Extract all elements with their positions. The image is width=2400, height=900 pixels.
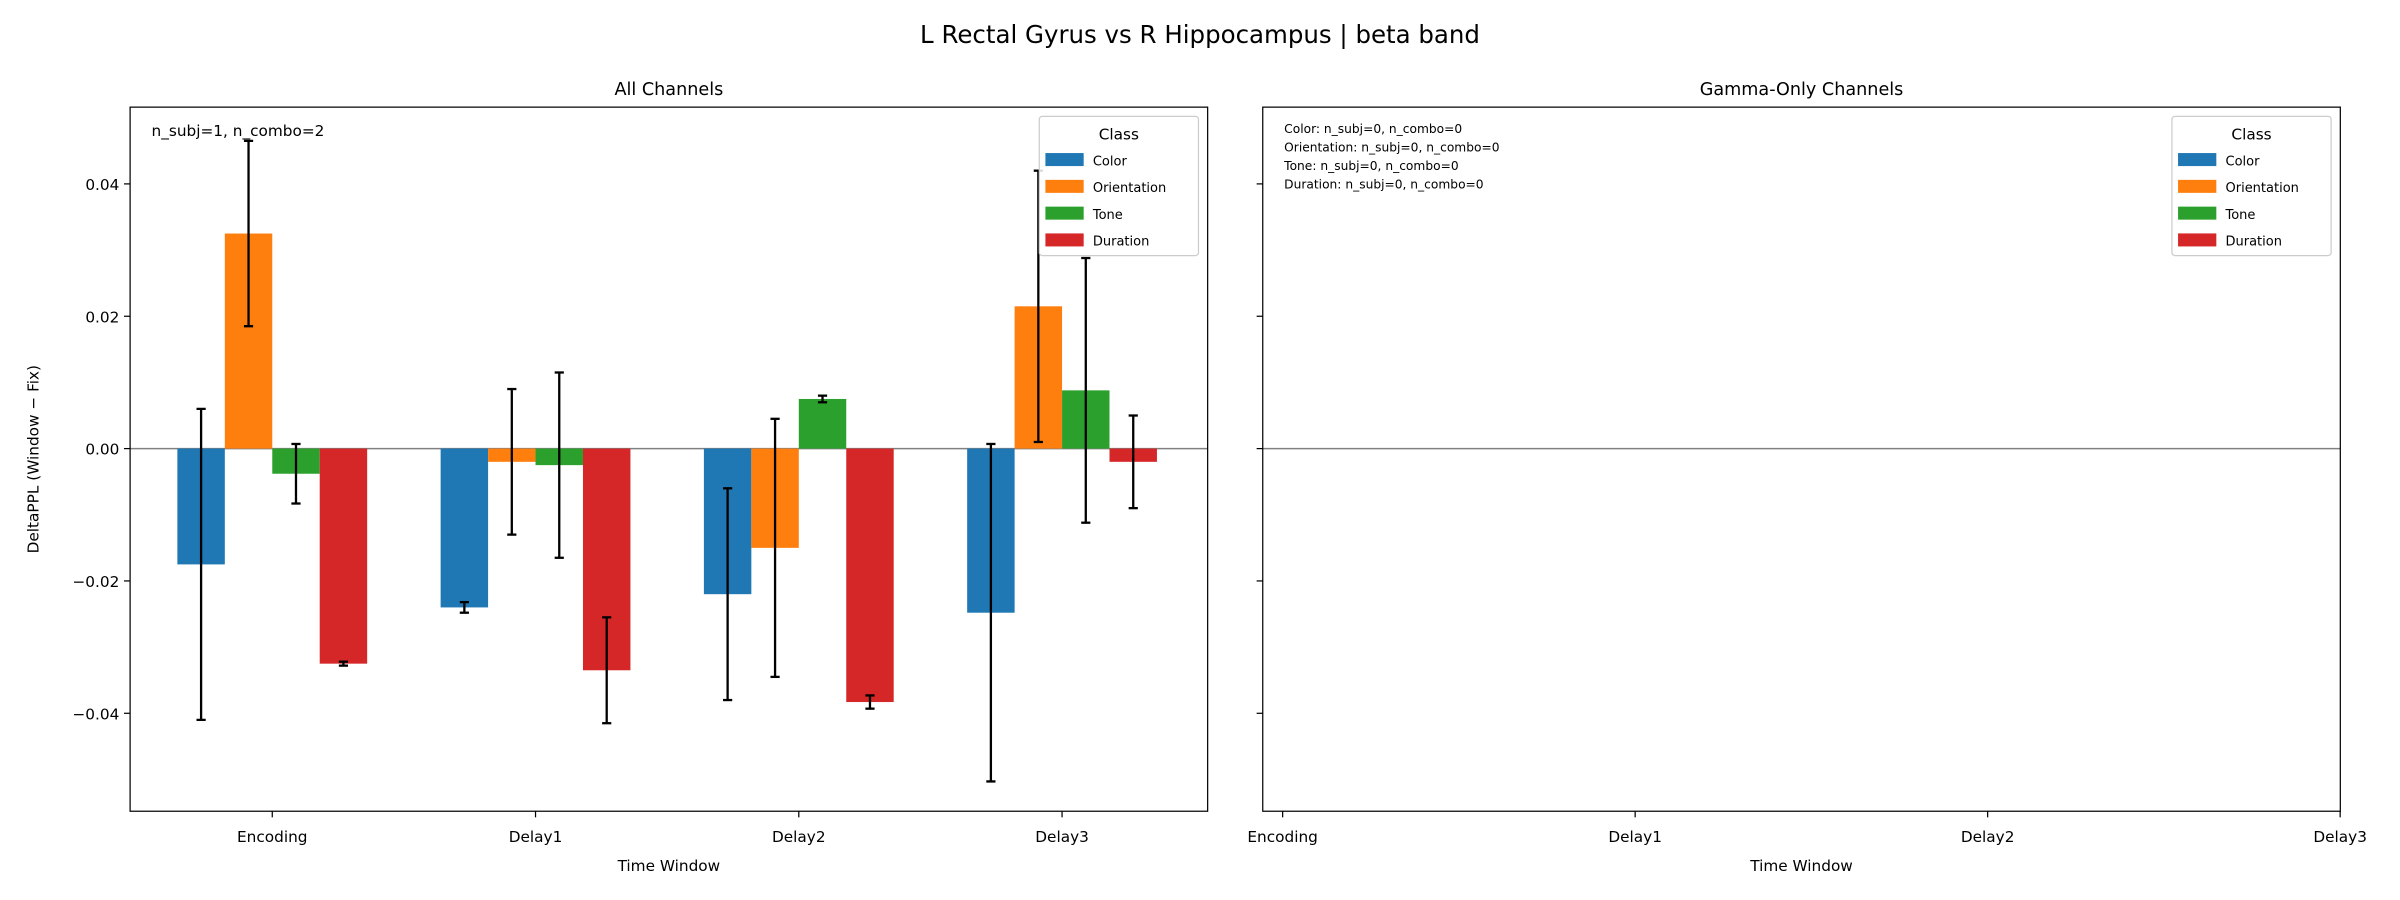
legend-title: Class <box>1099 125 1139 143</box>
x-tick-label: Delay2 <box>772 828 826 846</box>
legend-label: Orientation <box>2226 181 2299 196</box>
y-tick-label: 0.00 <box>85 441 119 459</box>
annotation: Color: n_subj=0, n_combo=0 <box>1284 122 1462 136</box>
annotation: Orientation: n_subj=0, n_combo=0 <box>1284 141 1499 155</box>
bar <box>846 448 894 703</box>
x-tick-label: Encoding <box>1247 828 1318 846</box>
x-tick-label: Encoding <box>237 828 307 846</box>
y-tick-label: 0.02 <box>85 308 119 326</box>
legend-label: Tone <box>1092 208 1123 223</box>
error-bar <box>986 442 996 783</box>
x-tick-label: Delay2 <box>1961 828 2015 846</box>
y-axis-label: DeltaPPL (Window − Fix) <box>24 365 42 553</box>
legend-label: Duration <box>1093 235 1149 250</box>
figure-title: L Rectal Gyrus vs R Hippocampus | beta b… <box>920 20 1480 49</box>
bar <box>440 448 489 608</box>
x-tick-label: Delay3 <box>1035 828 1089 846</box>
annotation: Duration: n_subj=0, n_combo=0 <box>1284 177 1483 191</box>
error-bar <box>338 660 349 667</box>
legend-swatch <box>1045 179 1084 193</box>
y-tick-label: 0.04 <box>85 176 119 194</box>
legend-label: Color <box>2226 154 2261 169</box>
error-bar <box>196 407 206 722</box>
axes-frame <box>1262 106 2341 812</box>
annotation: Tone: n_subj=0, n_combo=0 <box>1283 159 1458 173</box>
axes-title: Gamma-Only Channels <box>1700 80 1904 100</box>
bar <box>798 398 847 449</box>
legend-label: Tone <box>2225 208 2256 223</box>
legend-label: Duration <box>2226 235 2282 250</box>
legend-box <box>2171 115 2332 257</box>
error-bar <box>291 442 301 505</box>
legend-box <box>1038 115 1200 257</box>
legend-label: Color <box>1093 154 1128 169</box>
legend-swatch <box>1045 153 1084 167</box>
x-axis-label: Time Window <box>1749 857 1853 875</box>
error-bar <box>554 371 564 559</box>
error-bar <box>243 139 254 328</box>
error-bar <box>723 487 733 702</box>
legend-swatch <box>1045 233 1084 247</box>
error-bar <box>602 616 612 725</box>
y-tick-label: −0.02 <box>72 573 119 591</box>
y-tick-label: −0.04 <box>72 705 119 723</box>
legend-swatch <box>2178 233 2217 247</box>
bar <box>319 448 368 664</box>
x-tick-label: Delay3 <box>2313 828 2367 846</box>
x-axis-label: Time Window <box>617 857 721 875</box>
axes-title: All Channels <box>614 80 723 100</box>
legend-label: Orientation <box>1093 181 1166 196</box>
legend-swatch <box>2178 153 2217 167</box>
annotation: n_subj=1, n_combo=2 <box>152 122 325 141</box>
x-tick-label: Delay1 <box>509 828 563 846</box>
bars <box>177 139 1157 783</box>
legend-swatch <box>2178 179 2217 193</box>
legend-swatch <box>2178 206 2217 220</box>
legend-title: Class <box>2231 125 2271 143</box>
error-bar <box>770 417 780 679</box>
error-bar <box>507 387 517 536</box>
error-bar <box>865 694 875 710</box>
axes-frame <box>129 106 1209 812</box>
x-tick-label: Delay1 <box>1608 828 1662 846</box>
error-bar <box>817 394 828 404</box>
error-bar <box>459 600 469 614</box>
legend-swatch <box>1045 206 1084 220</box>
error-bar <box>1128 414 1138 510</box>
error-bar <box>1081 256 1091 524</box>
